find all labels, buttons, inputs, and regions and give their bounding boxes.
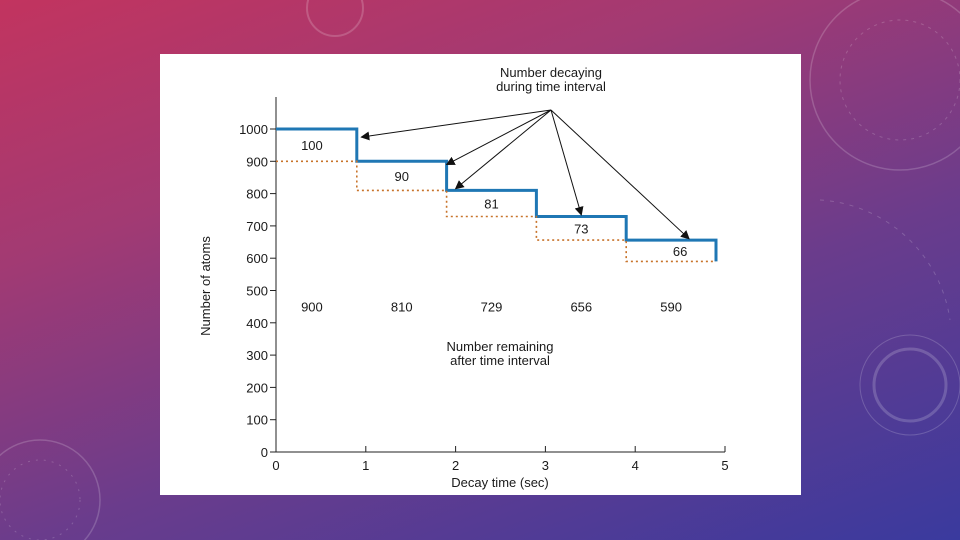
- x-tick-label: 3: [542, 458, 549, 473]
- remaining-dotted-step-line: [276, 160, 716, 263]
- x-tick-label: 2: [452, 458, 459, 473]
- x-tick-label: 4: [632, 458, 639, 473]
- remaining-count-label: 900: [301, 300, 323, 315]
- y-tick-label: 300: [246, 348, 268, 363]
- y-tick-label: 0: [261, 445, 268, 460]
- remaining-annotation-line2: after time interval: [450, 353, 550, 368]
- y-tick-label: 600: [246, 251, 268, 266]
- y-tick-label: 700: [246, 219, 268, 234]
- decaying-count-label: 100: [301, 138, 323, 153]
- decaying-count-label: 73: [574, 221, 588, 236]
- y-tick-label: 200: [246, 380, 268, 395]
- decay-arrow: [550, 109, 584, 216]
- decaying-count-label: 66: [673, 244, 687, 259]
- x-tick-label: 1: [362, 458, 369, 473]
- decaying-annotation-line2: during time interval: [496, 79, 606, 94]
- y-tick-label: 100: [246, 413, 268, 428]
- y-axis-label: Number of atoms: [198, 236, 213, 336]
- y-tick-label: 1000: [239, 122, 268, 137]
- decay-arrow: [550, 109, 690, 240]
- remaining-count-label: 729: [481, 300, 503, 315]
- decaying-annotation-line1: Number decaying: [500, 65, 602, 80]
- remaining-count-label: 810: [391, 300, 413, 315]
- remaining-annotation-line1: Number remaining: [447, 339, 554, 354]
- decaying-count-label: 81: [484, 196, 498, 211]
- y-tick-label: 800: [246, 187, 268, 202]
- x-tick-label: 0: [272, 458, 279, 473]
- x-axis-label: Decay time (sec): [451, 475, 549, 490]
- y-tick-label: 900: [246, 154, 268, 169]
- decay-chart: 0 100 200 300 400 500 600 700 800 900 1000 0 1 2 3 4 5 1…: [198, 65, 729, 490]
- y-tick-label: 400: [246, 316, 268, 331]
- atoms-step-line: [276, 127, 718, 262]
- x-tick-label: 5: [721, 458, 728, 473]
- y-tick-label: 500: [246, 284, 268, 299]
- decay-arrow: [360, 109, 552, 141]
- remaining-count-label: 656: [570, 300, 592, 315]
- decaying-count-label: 90: [394, 169, 408, 184]
- remaining-count-label: 590: [660, 300, 682, 315]
- decay-arrow: [445, 109, 552, 165]
- chart-panel: 0 100 200 300 400 500 600 700 800 900 1000 0 1 2 3 4 5 1…: [160, 54, 801, 495]
- decay-arrow: [454, 109, 552, 190]
